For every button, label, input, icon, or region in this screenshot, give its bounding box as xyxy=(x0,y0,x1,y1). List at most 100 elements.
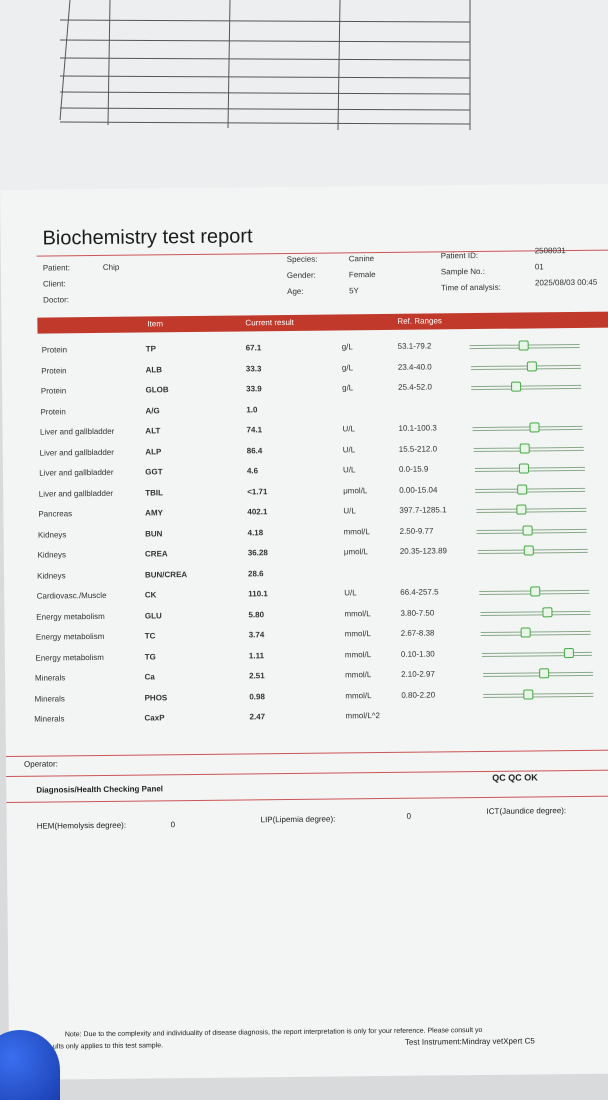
species-label: Species: xyxy=(286,254,318,265)
range-gauge xyxy=(480,606,591,617)
row-range: 0.0-15.9 xyxy=(398,464,429,474)
row-unit: mmol/L^2 xyxy=(345,711,381,721)
header-item: Item xyxy=(147,319,164,329)
row-result: 402.1 xyxy=(247,507,268,517)
sample-no-label: Sample No.: xyxy=(440,266,485,277)
gauge-marker xyxy=(511,381,522,392)
gauge-track xyxy=(480,610,591,616)
patient-id-label: Patient ID: xyxy=(440,250,479,261)
header-ref: Ref. Ranges xyxy=(397,316,442,326)
patient-id-value: 2508031 xyxy=(534,246,566,256)
range-gauge xyxy=(472,422,583,433)
range-gauge xyxy=(470,360,581,371)
row-result: 36.28 xyxy=(247,548,268,558)
row-unit: U/L xyxy=(342,424,356,434)
instrument-label: Test Instrument:Mindray vetXpert C5 xyxy=(404,1036,535,1047)
row-item: Ca xyxy=(144,672,155,682)
title-underline xyxy=(36,249,608,257)
gauge-marker xyxy=(518,340,529,351)
row-result: 67.1 xyxy=(245,343,262,353)
qc-status: QC QC OK xyxy=(492,772,538,783)
row-item: TBIL xyxy=(145,487,164,497)
time-value: 2025/08/03 00:45 xyxy=(534,277,598,288)
row-unit: g/L xyxy=(342,383,354,393)
range-gauge xyxy=(475,483,586,495)
row-item: ALT xyxy=(145,426,161,436)
table-header-bar: Item Current result Ref. Ranges xyxy=(37,311,608,334)
row-category: Minerals xyxy=(34,714,65,724)
row-item: PHOS xyxy=(144,692,168,703)
row-result: 1.0 xyxy=(246,404,258,414)
row-result: 86.4 xyxy=(246,445,263,455)
row-range: 23.4-40.0 xyxy=(397,361,432,372)
row-item: CK xyxy=(144,590,157,600)
row-result: 33.9 xyxy=(246,384,262,394)
patient-label: Patient: xyxy=(42,263,71,273)
row-category: Liver and gallbladder xyxy=(38,488,114,499)
row-range: 10.1-100.3 xyxy=(398,423,437,433)
gauge-marker xyxy=(563,647,574,658)
gauge-track xyxy=(476,507,587,514)
lip-value: 0 xyxy=(406,811,412,821)
range-gauge xyxy=(469,340,580,351)
row-unit: μmol/L xyxy=(343,485,368,495)
row-category: Energy metabolism xyxy=(35,631,105,642)
row-item: CREA xyxy=(144,549,168,559)
row-result: 5.80 xyxy=(248,609,265,619)
row-item: BUN/CREA xyxy=(144,569,188,580)
gauge-track xyxy=(470,364,581,370)
note-prefix: Note: xyxy=(64,1031,82,1039)
gauge-marker xyxy=(518,463,529,474)
row-category: Protein xyxy=(41,345,68,355)
background-grid-lines xyxy=(59,0,471,131)
note-text: Due to the complexity and individuality … xyxy=(83,1026,483,1039)
row-unit: mmol/L xyxy=(344,608,371,618)
gauge-marker xyxy=(539,668,550,679)
row-category: Kidneys xyxy=(37,550,67,560)
row-range: 53.1-79.2 xyxy=(397,341,432,351)
gauge-marker xyxy=(516,504,527,515)
range-gauge xyxy=(482,668,593,679)
row-category: Protein xyxy=(40,406,66,417)
row-result: <1.71 xyxy=(247,486,268,496)
row-range: 2.67-8.38 xyxy=(400,628,435,638)
doctor-label: Doctor: xyxy=(43,295,69,305)
gender-label: Gender: xyxy=(286,270,316,280)
row-unit: μmol/L xyxy=(343,547,369,557)
row-item: TC xyxy=(144,631,156,641)
row-range: 2.10-2.97 xyxy=(401,669,435,679)
row-category: Energy metabolism xyxy=(36,611,105,622)
header-result: Current result xyxy=(245,317,294,328)
row-category: Minerals xyxy=(34,693,65,704)
range-gauge xyxy=(476,504,587,515)
row-category: Protein xyxy=(40,386,67,396)
row-range: 15.5-212.0 xyxy=(398,443,438,454)
client-label: Client: xyxy=(42,279,66,289)
range-gauge xyxy=(481,627,592,638)
age-label: Age: xyxy=(287,286,304,296)
row-result: 33.3 xyxy=(245,363,262,373)
row-category: Protein xyxy=(41,365,67,376)
gauge-marker xyxy=(522,524,533,536)
report-paper: Biochemistry test report Patient: Chip C… xyxy=(0,183,608,1080)
row-category: Liver and gallbladder xyxy=(39,426,115,437)
range-gauge xyxy=(481,647,592,658)
row-range: 2.50-9.77 xyxy=(399,525,434,536)
row-category: Kidneys xyxy=(37,570,66,581)
gauge-marker xyxy=(519,442,530,454)
age-value: 5Y xyxy=(349,286,359,296)
row-result: 0.98 xyxy=(249,691,265,701)
row-category: Minerals xyxy=(34,673,66,683)
gauge-marker xyxy=(530,586,541,597)
lip-label: LIP(Lipemia degree): xyxy=(260,814,336,825)
gauge-marker xyxy=(529,422,540,433)
gauge-marker xyxy=(526,360,538,371)
row-unit: U/L xyxy=(342,444,356,454)
row-unit: U/L xyxy=(343,506,356,516)
row-item: AMY xyxy=(145,508,163,518)
row-result: 2.51 xyxy=(249,671,265,681)
footer-separator-top xyxy=(5,749,608,757)
range-gauge xyxy=(476,524,588,536)
sample-no-value: 01 xyxy=(534,262,544,272)
row-category: Pancreas xyxy=(38,509,73,519)
